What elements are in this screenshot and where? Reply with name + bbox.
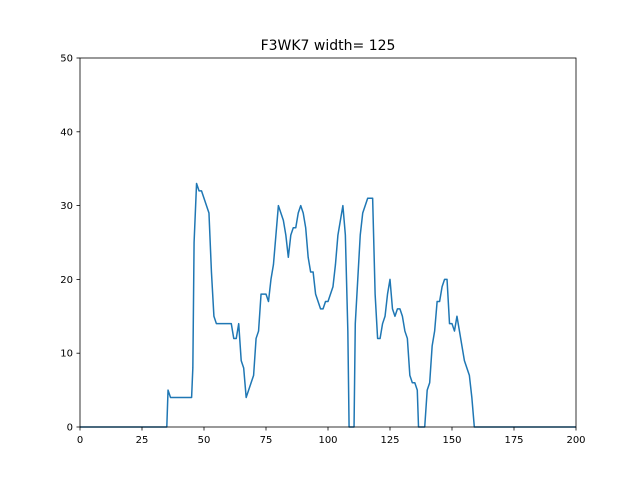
series-line-0 [80, 182, 576, 428]
y-tick-label: 30 [60, 201, 73, 212]
x-tick-label: 125 [380, 435, 399, 446]
x-tick-label: 25 [136, 435, 149, 446]
chart-title: F3WK7 width= 125 [261, 38, 396, 54]
series-layer [80, 182, 576, 428]
y-axis: 0 10 20 30 40 50 [60, 54, 80, 434]
y-tick-label: 20 [60, 275, 73, 286]
x-tick-label: 175 [504, 435, 523, 446]
y-tick-label: 0 [67, 423, 73, 434]
x-tick-label: 150 [442, 435, 461, 446]
x-tick-label: 50 [198, 435, 211, 446]
y-tick-label: 50 [60, 54, 73, 65]
x-tick-label: 75 [260, 435, 273, 446]
x-tick-label: 100 [318, 435, 337, 446]
y-tick-label: 10 [60, 349, 73, 360]
y-tick-label: 40 [60, 127, 73, 138]
x-axis: 0 25 50 75 100 125 150 175 200 [77, 427, 586, 446]
x-tick-label: 0 [77, 435, 83, 446]
plot-area [80, 58, 576, 427]
x-tick-label: 200 [566, 435, 585, 446]
